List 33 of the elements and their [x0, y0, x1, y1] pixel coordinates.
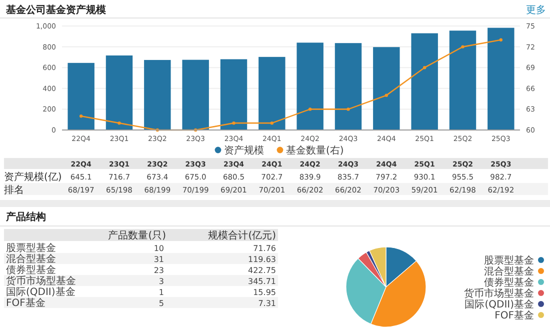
text: 119.63	[248, 255, 276, 264]
legend-label: 基金数量(右)	[286, 144, 344, 156]
legend-label: 资产规模	[224, 144, 264, 156]
text: 31	[154, 255, 164, 264]
text: 产品结构	[5, 211, 46, 223]
legend-label: FOF基金	[494, 310, 534, 322]
text: 5	[158, 299, 164, 308]
legend-label: 混合型基金	[484, 266, 534, 278]
text: FOF基金	[6, 297, 46, 309]
text: 国际(QDII)基金	[6, 286, 76, 298]
text: 资产规模(亿)	[4, 171, 62, 183]
text: 15.95	[253, 288, 276, 297]
text: 产品数量(只)	[108, 230, 166, 242]
text: 71.76	[253, 244, 276, 253]
text: 23	[154, 266, 164, 275]
legend-label: 国际(QDII)基金	[464, 298, 534, 310]
legend-label: 股票型基金	[484, 254, 534, 266]
text: 排名	[4, 184, 24, 196]
text: 货币市场型基金	[6, 275, 76, 287]
text: 债券型基金	[6, 264, 56, 276]
legend-label: 债券型基金	[484, 276, 534, 288]
text: 混合型基金	[6, 253, 56, 265]
text: 规模合计(亿元)	[208, 230, 276, 242]
text: 422.75	[248, 266, 276, 275]
chart-title: 基金公司基金资产规模	[5, 4, 107, 16]
text: 股票型基金	[6, 242, 56, 254]
text: 更多	[526, 4, 546, 16]
text: 3	[158, 277, 164, 286]
text: 345.71	[248, 277, 276, 286]
legend-label: 货币市场型基金	[464, 288, 534, 300]
text: 10	[154, 244, 164, 253]
text: 7.31	[258, 299, 276, 308]
text: 1	[158, 288, 164, 297]
